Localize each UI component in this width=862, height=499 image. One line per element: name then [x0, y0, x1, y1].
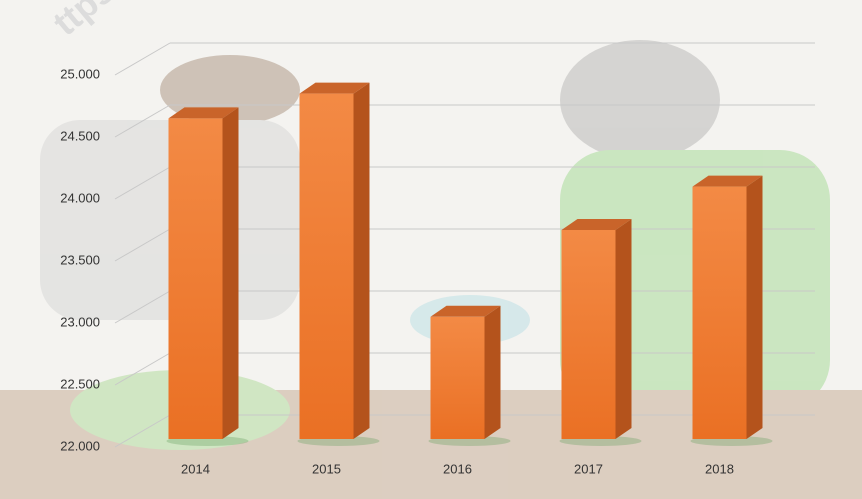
y-tick-label: 24.000: [60, 190, 100, 205]
grid-line: [114, 414, 171, 448]
y-tick-label: 22.000: [60, 438, 100, 453]
bar-side: [353, 82, 370, 439]
y-tick-label: 24.500: [60, 128, 100, 143]
x-tick-label: 2014: [181, 461, 210, 476]
grid-line: [114, 166, 171, 200]
bar: [299, 93, 354, 439]
x-tick-label: 2015: [312, 461, 341, 476]
bar-top: [561, 219, 632, 230]
y-tick-label: 22.500: [60, 376, 100, 391]
bar: [168, 118, 223, 440]
grid-line: [114, 228, 171, 262]
x-tick-label: 2018: [705, 461, 734, 476]
bar: [692, 186, 747, 439]
bar-top: [168, 107, 239, 119]
grid-line: [114, 42, 171, 76]
x-tick-label: 2016: [443, 461, 472, 476]
grid-line: [114, 104, 171, 138]
y-tick-label: 25.000: [60, 66, 100, 81]
grid-line: [114, 352, 171, 386]
bar-top: [692, 175, 763, 187]
bar-side: [746, 175, 763, 439]
grid-line: [114, 290, 171, 324]
bar-top: [299, 82, 370, 94]
bar: [430, 316, 485, 439]
bar-side: [484, 305, 501, 439]
y-tick-label: 23.500: [60, 252, 100, 267]
bar: [561, 230, 616, 439]
x-tick-label: 2017: [574, 461, 603, 476]
bar-top: [430, 305, 501, 317]
y-tick-label: 23.000: [60, 314, 100, 329]
bar-side: [615, 219, 632, 439]
bar-side: [222, 107, 239, 440]
